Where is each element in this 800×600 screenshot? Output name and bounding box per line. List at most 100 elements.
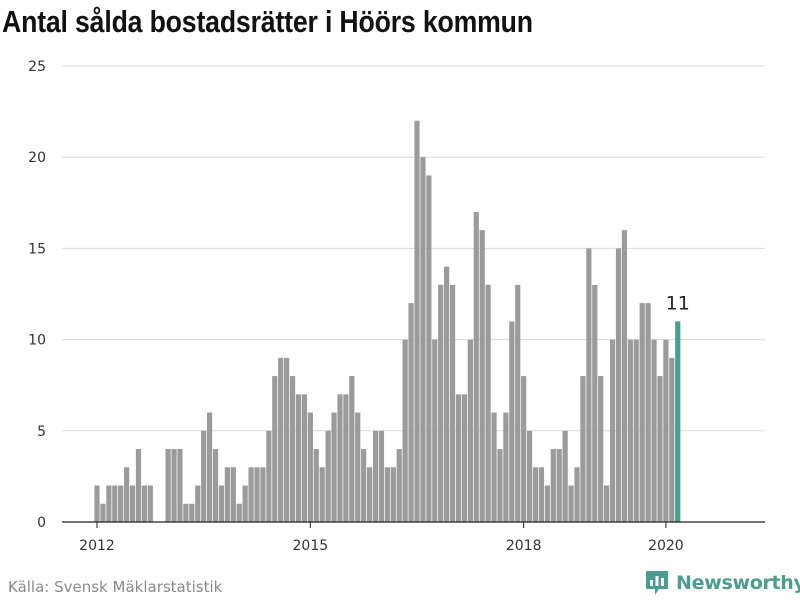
bar bbox=[444, 266, 450, 522]
bar bbox=[112, 485, 118, 522]
chart-title: Antal sålda bostadsrätter i Höörs kommun bbox=[2, 4, 533, 39]
bar bbox=[426, 175, 432, 522]
bar bbox=[497, 449, 503, 522]
bar bbox=[372, 430, 379, 522]
bar bbox=[568, 485, 574, 522]
bar bbox=[633, 339, 639, 522]
bar bbox=[129, 485, 136, 522]
bars bbox=[94, 120, 681, 523]
bar bbox=[479, 230, 485, 522]
bar bbox=[574, 467, 580, 522]
bar bbox=[361, 449, 367, 522]
bar bbox=[284, 357, 290, 522]
bar bbox=[609, 339, 616, 522]
bar bbox=[218, 485, 225, 522]
bar bbox=[319, 467, 325, 522]
bar bbox=[645, 303, 651, 522]
bar bbox=[503, 412, 509, 522]
bar bbox=[604, 485, 610, 522]
bar bbox=[171, 449, 177, 522]
bar bbox=[639, 303, 645, 522]
bar bbox=[420, 157, 426, 522]
bar bbox=[438, 284, 444, 522]
bar bbox=[94, 485, 100, 522]
bar bbox=[307, 412, 313, 522]
y-tick-label: 25 bbox=[28, 59, 46, 75]
x-tick-label: 2012 bbox=[79, 538, 115, 554]
bar bbox=[485, 284, 491, 522]
bar bbox=[367, 467, 373, 522]
bar bbox=[106, 485, 112, 522]
y-tick-label: 15 bbox=[28, 241, 46, 257]
bar bbox=[337, 394, 343, 522]
y-axis-tick-labels: 0 5 10 15 20 25 bbox=[28, 59, 46, 531]
bar bbox=[242, 485, 248, 522]
bar bbox=[396, 449, 402, 522]
bar bbox=[580, 376, 586, 522]
bar bbox=[266, 430, 272, 522]
bar bbox=[663, 339, 669, 522]
bar bbox=[491, 412, 497, 522]
bar bbox=[177, 449, 183, 522]
bar bbox=[355, 412, 361, 522]
y-tick-label: 10 bbox=[28, 333, 46, 349]
newsworthy-logo-icon bbox=[646, 571, 668, 595]
bar bbox=[432, 339, 438, 522]
bar bbox=[515, 284, 521, 522]
x-tick-label: 2020 bbox=[648, 538, 684, 554]
bar bbox=[586, 248, 592, 522]
bar bbox=[651, 339, 657, 522]
bar bbox=[349, 376, 355, 522]
bar bbox=[289, 376, 296, 522]
bar bbox=[402, 339, 408, 522]
bar bbox=[224, 467, 230, 522]
bar bbox=[189, 503, 195, 522]
bar-highlighted bbox=[675, 321, 681, 522]
bar bbox=[615, 248, 622, 522]
annotations: 11 bbox=[666, 292, 690, 314]
y-tick-label: 0 bbox=[37, 515, 46, 531]
bar bbox=[461, 394, 468, 522]
bar bbox=[236, 503, 242, 522]
bar bbox=[313, 449, 319, 522]
bar bbox=[527, 430, 533, 522]
bar bbox=[384, 467, 390, 522]
bar bbox=[455, 394, 462, 522]
bar bbox=[135, 449, 142, 522]
bar bbox=[544, 485, 550, 522]
bar bbox=[165, 449, 171, 522]
last-value-label: 11 bbox=[666, 292, 690, 314]
bar bbox=[550, 449, 556, 522]
bar bbox=[212, 449, 219, 522]
y-tick-label: 5 bbox=[37, 424, 46, 440]
bar bbox=[532, 467, 539, 522]
bar bbox=[118, 485, 124, 522]
bar bbox=[124, 467, 130, 522]
brand-name: Newsworthy bbox=[676, 572, 800, 594]
bar bbox=[598, 376, 604, 522]
bar bbox=[141, 485, 148, 522]
bar bbox=[521, 376, 527, 522]
bar bbox=[206, 412, 213, 522]
bar bbox=[669, 357, 675, 522]
bar bbox=[272, 376, 278, 522]
bar bbox=[230, 467, 236, 522]
bar bbox=[621, 230, 628, 522]
bar bbox=[301, 394, 308, 522]
bar bbox=[408, 303, 414, 522]
y-tick-label: 20 bbox=[28, 150, 46, 166]
bar bbox=[343, 394, 349, 522]
bar bbox=[278, 357, 284, 522]
bar bbox=[467, 339, 473, 522]
bar bbox=[331, 412, 337, 522]
bar bbox=[248, 467, 254, 522]
bar bbox=[254, 467, 260, 522]
bar bbox=[556, 449, 562, 522]
bar bbox=[449, 284, 456, 522]
bar bbox=[538, 467, 545, 522]
bar bbox=[325, 430, 331, 522]
bar bbox=[147, 485, 153, 522]
bar bbox=[562, 430, 568, 522]
bar bbox=[195, 485, 201, 522]
brand-logo[interactable]: Newsworthy bbox=[644, 568, 800, 598]
